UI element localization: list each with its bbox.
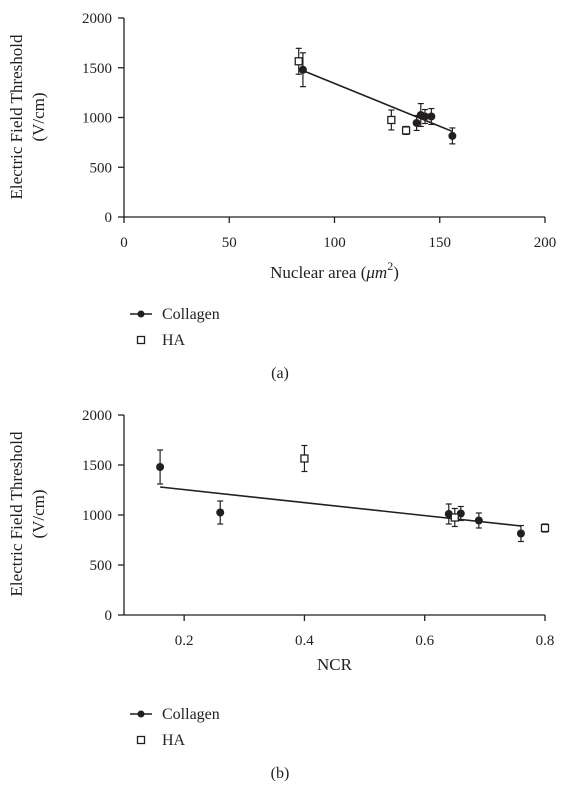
y-tick-label: 0 [105,608,113,624]
x-axis-title-text: Nuclear area ( [270,263,367,282]
y-tick-label: 1000 [82,508,112,524]
data-point-ha [300,454,309,463]
data-point-collagen [474,516,483,525]
panel-label: (a) [271,365,289,382]
x-tick-label: 0.4 [295,633,314,649]
y-tick-label: 500 [90,160,113,176]
x-tick-label: 200 [534,235,557,251]
y-tick-label: 1500 [82,61,112,77]
legend-marker-ha [136,735,146,745]
x-tick-label: 50 [222,235,237,251]
data-point-collagen [298,65,307,74]
y-tick-label: 2000 [82,11,112,27]
y-axis-title-line1: Electric Field Threshold [7,431,26,596]
data-point-collagen [156,463,165,471]
data-point-collagen [448,131,457,140]
legend-label-ha: HA [162,332,186,349]
trend-line [300,68,453,133]
x-axis-title: NCR [317,655,353,674]
y-tick-label: 1000 [82,111,112,127]
y-tick-label: 2000 [82,408,112,424]
trend-line [159,486,522,527]
x-axis-title-sup: 2 [387,259,393,273]
data-point-collagen [427,112,436,121]
y-axis-title: Electric Field Threshold (V/cm) [7,431,48,596]
data-point-collagen [516,529,525,538]
data-point-ha [387,115,396,125]
legend-marker-collagen [137,310,145,318]
legend-marker-collagen [137,710,145,718]
x-tick-label: 0.2 [175,633,194,649]
x-tick-label: 100 [323,235,346,251]
legend-label-collagen: Collagen [162,706,220,723]
y-tick-label: 1500 [82,458,112,474]
legend-marker-ha [136,335,146,345]
data-point-ha [540,523,550,533]
y-axis-title-line2: (V/cm) [29,92,48,141]
x-tick-label: 0.8 [536,633,555,649]
y-axis-title-line1: Electric Field Threshold [7,34,26,199]
panel-label: (b) [271,765,290,782]
legend-label-ha: HA [162,732,186,749]
data-point-collagen [421,112,430,121]
x-axis-title-unit: μm [365,263,387,282]
data-point-collagen [412,118,421,127]
data-point-ha [401,126,411,135]
y-axis-title-line2: (V/cm) [29,489,48,538]
x-axis-title-text: NCR [317,655,353,674]
data-point-ha [294,57,303,66]
x-axis-title: Nuclear area (μm2) [270,259,399,282]
x-tick-label: 150 [429,235,452,251]
y-tick-label: 0 [105,210,113,226]
y-axis-title: Electric Field Threshold (V/cm) [7,34,48,199]
legend-label-collagen: Collagen [162,306,220,323]
data-point-ha [450,513,459,522]
y-tick-label: 500 [90,558,113,574]
chart-a: 0 500 1000 1500 2000 0 50 100 150 200 Electric Fie… [7,11,556,382]
chart-b: 0 500 1000 1500 2000 0.2 0.4 0.6 0.8 Electric Fie… [7,408,554,782]
x-tick-label: 0 [120,235,128,251]
data-point-collagen [216,508,225,517]
x-axis-title-close: ) [393,263,399,282]
x-tick-label: 0.6 [415,633,434,649]
